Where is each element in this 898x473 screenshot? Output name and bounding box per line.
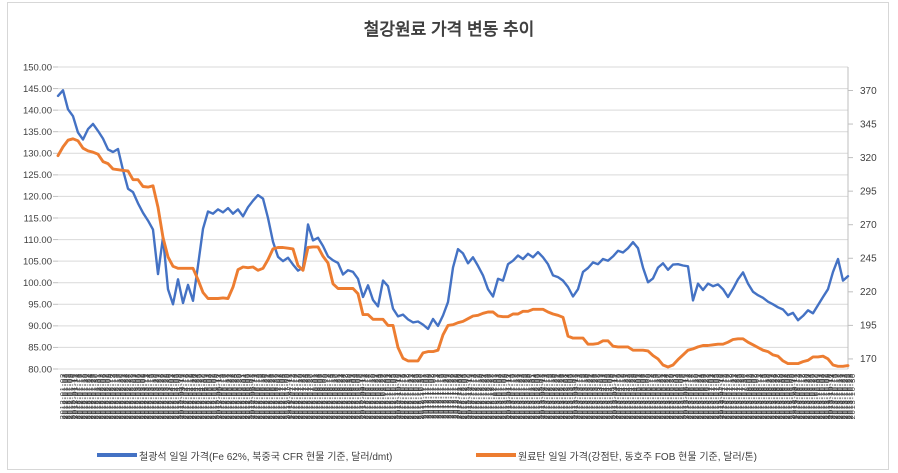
iron-ore-line [56, 89, 850, 331]
right-axis-tick-label: 195 [860, 321, 877, 332]
legend-item-coking-coal: 원료탄 일일 가격(강점탄, 동호주 FOB 현물 기준, 달러/톤) [476, 447, 757, 463]
left-axis-tick-label: 110.00 [24, 235, 52, 246]
left-axis-tick-label: 150.00 [23, 62, 52, 73]
left-axis-tick-label: 145.00 [23, 84, 52, 95]
coking-coal-line [56, 137, 850, 369]
left-axis-tick-label: 105.00 [23, 256, 52, 267]
left-axis-tick-label: 140.00 [23, 105, 52, 116]
legend-marker-iron-ore-icon [97, 453, 137, 457]
left-axis-tick-label: 100.00 [23, 278, 52, 289]
left-axis-tick-label: 95.00 [28, 300, 52, 311]
legend-label-coking-coal: 원료탄 일일 가격(강점탄, 동호주 FOB 현물 기준, 달러/톤) [518, 451, 757, 463]
right-axis-tick-label: 320 [860, 153, 877, 164]
right-axis-tick-label: 295 [860, 186, 877, 197]
left-axis-tick-label: 115.00 [24, 213, 52, 224]
legend-item-iron-ore: 철광석 일일 가격(Fe 62%, 북중국 CFR 현물 기준, 달러/dmt) [97, 447, 392, 463]
x-axis-date-label: 2013-10-30 [848, 373, 857, 420]
left-axis-tick-label: 135.00 [23, 127, 52, 138]
right-axis-tick-label: 245 [860, 254, 877, 265]
right-axis-tick-label: 370 [860, 86, 877, 97]
left-axis-tick-label: 80.00 [28, 364, 52, 375]
legend-label-iron-ore: 철광석 일일 가격(Fe 62%, 북중국 CFR 현물 기준, 달러/dmt) [139, 451, 393, 463]
right-axis-tick-label: 345 [860, 119, 877, 130]
right-axis-tick-label: 170 [860, 354, 877, 365]
left-axis-tick-label: 120.00 [23, 192, 52, 203]
right-axis-tick-label: 220 [860, 287, 877, 298]
legend-marker-coking-coal-icon [476, 453, 516, 457]
chart-title: 철강원료 가격 변동 추이 [363, 20, 535, 39]
right-axis-tick-label: 270 [860, 220, 877, 231]
left-axis-tick-label: 85.00 [28, 343, 52, 354]
left-axis-tick-label: 125.00 [23, 170, 52, 181]
left-axis-tick-label: 130.00 [23, 149, 52, 160]
left-axis-tick-label: 90.00 [28, 321, 52, 332]
